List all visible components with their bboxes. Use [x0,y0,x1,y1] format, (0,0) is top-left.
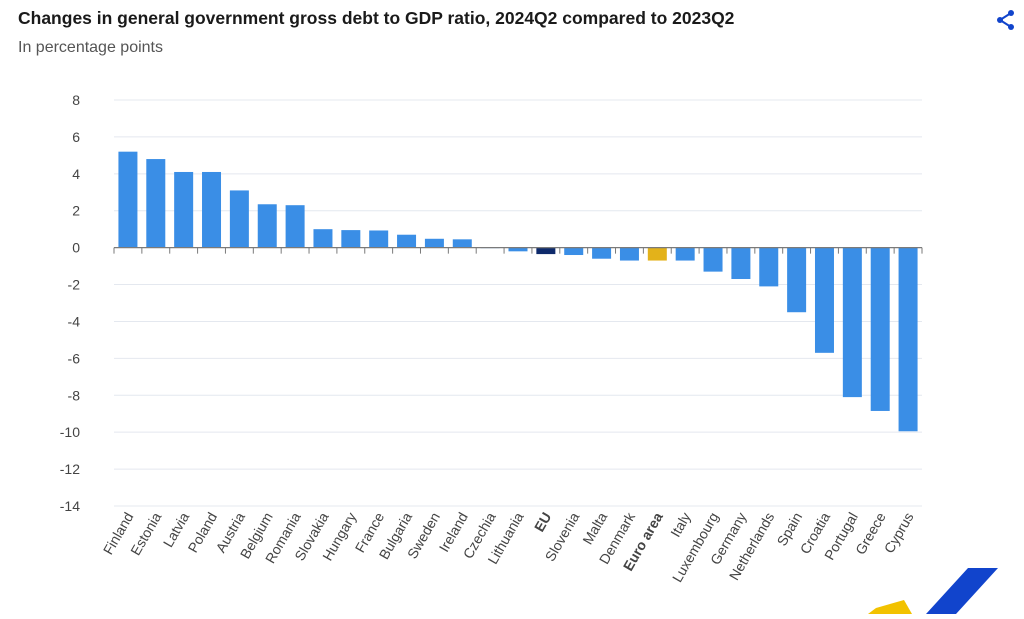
bar-spain[interactable] [787,247,807,313]
y-tick-label: -8 [68,387,81,403]
bar-belgium[interactable] [257,204,277,248]
y-tick-label: 6 [72,129,80,145]
bar-ireland[interactable] [452,239,472,248]
bar-sweden[interactable] [424,238,444,248]
bar-malta[interactable] [592,247,612,259]
bar-slovakia[interactable] [313,229,333,248]
eurostat-logo [860,560,1024,619]
bar-netherlands[interactable] [759,247,779,287]
bar-latvia[interactable] [174,171,194,248]
y-tick-label: -14 [60,498,80,514]
label-layer: 86420-2-4-6-8-10-12-14FinlandEstoniaLatv… [60,92,917,585]
bar-france[interactable] [369,230,389,248]
y-tick-label: -4 [68,313,81,329]
bar-euro-area[interactable] [647,247,667,261]
share-icon[interactable] [994,8,1018,32]
bar-germany[interactable] [731,247,751,280]
bar-layer [118,151,918,432]
y-tick-label: 2 [72,203,80,219]
y-tick-label: -10 [60,424,80,440]
chart-subtitle: In percentage points [18,39,163,56]
bar-romania[interactable] [285,205,305,248]
x-tick-label: EU [531,510,555,535]
bar-croatia[interactable] [814,247,834,353]
x-tick-label: Italy [667,510,694,540]
bar-eu[interactable] [536,247,556,255]
bar-estonia[interactable] [146,159,166,248]
bar-lithuania[interactable] [508,247,528,252]
bar-portugal[interactable] [842,247,862,398]
bar-finland[interactable] [118,151,138,248]
bar-italy[interactable] [675,247,695,261]
bar-bulgaria[interactable] [397,234,417,248]
chart-title: Changes in general government gross debt… [18,8,735,28]
bar-luxembourg[interactable] [703,247,723,272]
bar-hungary[interactable] [341,230,361,248]
y-tick-label: 8 [72,92,80,108]
bar-austria[interactable] [229,190,249,248]
bar-cyprus[interactable] [898,247,918,432]
y-tick-label: -6 [68,350,81,366]
y-tick-label: 0 [72,240,80,256]
y-tick-label: -2 [68,277,81,293]
bar-poland[interactable] [202,171,222,248]
bar-denmark[interactable] [619,247,639,261]
y-tick-label: -12 [60,461,80,477]
bar-greece[interactable] [870,247,890,411]
axis-layer [113,247,923,254]
y-tick-label: 4 [72,166,80,182]
bar-slovenia[interactable] [564,247,584,256]
